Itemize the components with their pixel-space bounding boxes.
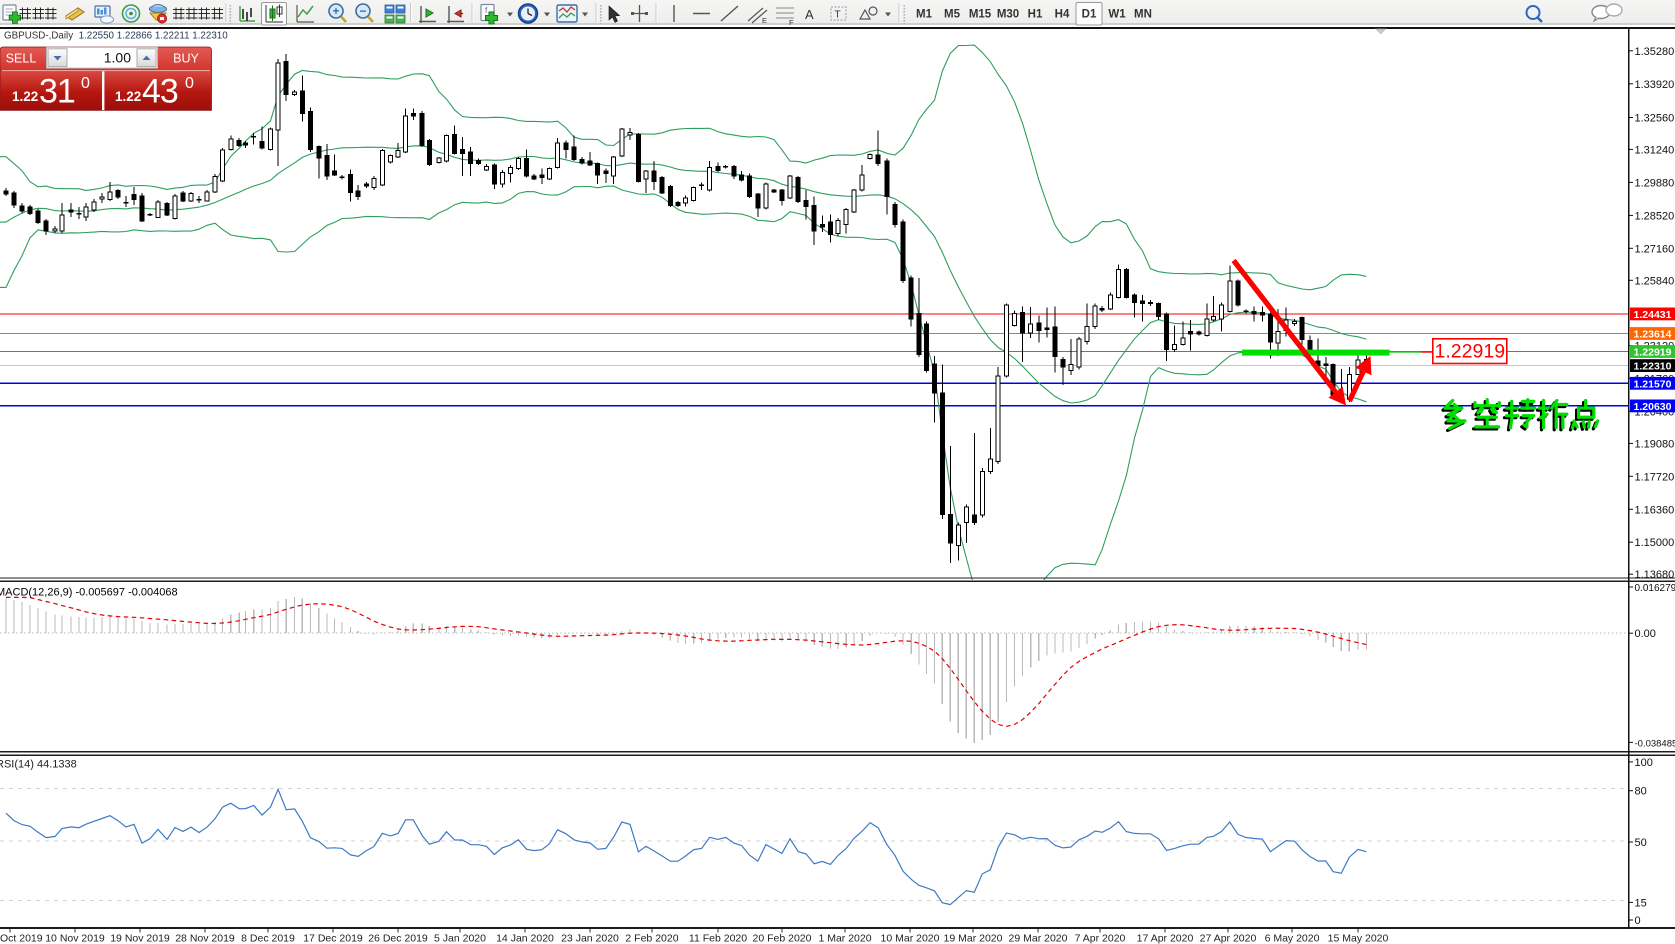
svg-text:17 Dec 2019: 17 Dec 2019 [303, 933, 363, 944]
svg-text:1.22: 1.22 [12, 89, 38, 104]
svg-text:SELL: SELL [6, 52, 37, 66]
svg-text:1.00: 1.00 [104, 50, 131, 66]
svg-text:31: 31 [39, 73, 75, 111]
svg-text:1.32560: 1.32560 [1635, 113, 1675, 125]
svg-text:1.19080: 1.19080 [1635, 438, 1675, 450]
svg-text:19 Nov 2019: 19 Nov 2019 [110, 933, 170, 944]
svg-text:50: 50 [1635, 837, 1647, 849]
svg-text:1.33920: 1.33920 [1635, 79, 1675, 91]
svg-text:H4: H4 [1055, 9, 1070, 21]
svg-text:RSI(14) 44.1338: RSI(14) 44.1338 [0, 759, 77, 771]
svg-text:−: − [359, 4, 366, 18]
svg-text:1.22919: 1.22919 [1435, 341, 1506, 363]
svg-text:1.23614: 1.23614 [1634, 329, 1672, 341]
svg-text:A: A [805, 7, 814, 22]
svg-text:-0.038485: -0.038485 [1635, 738, 1675, 749]
svg-text:0: 0 [1635, 915, 1641, 927]
svg-text:W1: W1 [1108, 9, 1126, 21]
svg-text:15: 15 [1635, 897, 1647, 909]
svg-text:10 Nov 2019: 10 Nov 2019 [45, 933, 105, 944]
svg-text:28 Nov 2019: 28 Nov 2019 [175, 933, 235, 944]
svg-text:E: E [762, 16, 767, 25]
svg-text:1.28520: 1.28520 [1635, 210, 1675, 222]
svg-text:14 Jan 2020: 14 Jan 2020 [496, 933, 554, 944]
svg-text:100: 100 [1635, 757, 1653, 769]
svg-text:8 Dec 2019: 8 Dec 2019 [241, 933, 295, 944]
svg-text:1.22310: 1.22310 [1634, 361, 1672, 373]
svg-text:1.22: 1.22 [115, 89, 141, 104]
svg-text:27 Apr 2020: 27 Apr 2020 [1200, 933, 1257, 944]
svg-text:26 Dec 2019: 26 Dec 2019 [368, 933, 428, 944]
svg-text:15 May 2020: 15 May 2020 [1328, 933, 1389, 944]
svg-text:10 Mar 2020: 10 Mar 2020 [881, 933, 940, 944]
svg-text:19 Mar 2020: 19 Mar 2020 [944, 933, 1003, 944]
svg-text:M30: M30 [997, 9, 1019, 21]
svg-text:1.13680: 1.13680 [1635, 569, 1675, 581]
svg-text:D1: D1 [1082, 9, 1097, 21]
svg-text:f: f [485, 6, 488, 15]
svg-text:1.24431: 1.24431 [1634, 309, 1672, 321]
svg-text:M15: M15 [969, 9, 992, 21]
svg-text:BUY: BUY [173, 52, 199, 66]
svg-text:H1: H1 [1028, 9, 1043, 21]
svg-text:1.21570: 1.21570 [1634, 378, 1672, 390]
svg-text:43: 43 [142, 73, 178, 111]
svg-text:M5: M5 [944, 9, 961, 21]
svg-text:0: 0 [185, 75, 194, 92]
svg-text:11 Feb 2020: 11 Feb 2020 [689, 933, 747, 944]
svg-text:F: F [789, 18, 794, 27]
svg-text:5 Jan 2020: 5 Jan 2020 [434, 933, 486, 944]
svg-text:1.27160: 1.27160 [1635, 243, 1675, 255]
svg-text:6 May 2020: 6 May 2020 [1265, 933, 1320, 944]
svg-text:1.35280: 1.35280 [1635, 46, 1675, 58]
svg-text:0.016279: 0.016279 [1635, 583, 1675, 594]
svg-text:7 Apr 2020: 7 Apr 2020 [1075, 933, 1126, 944]
svg-text:MACD(12,26,9) -0.005697 -0.004: MACD(12,26,9) -0.005697 -0.004068 [0, 587, 178, 599]
svg-text:1.25840: 1.25840 [1635, 275, 1675, 287]
svg-text:1.20630: 1.20630 [1634, 401, 1672, 413]
svg-text:1.31240: 1.31240 [1635, 144, 1675, 156]
svg-text:17 Apr 2020: 17 Apr 2020 [1137, 933, 1194, 944]
svg-text:Oct 2019: Oct 2019 [0, 933, 43, 944]
svg-text:+: + [332, 4, 339, 18]
svg-text:80: 80 [1635, 786, 1647, 798]
svg-text:M1: M1 [916, 9, 933, 21]
svg-text:0.00: 0.00 [1635, 628, 1656, 640]
svg-text:23 Jan 2020: 23 Jan 2020 [561, 933, 619, 944]
svg-text:0: 0 [81, 75, 90, 92]
svg-text:T: T [835, 10, 841, 21]
svg-text:1.22919: 1.22919 [1634, 347, 1672, 359]
svg-text:1 Mar 2020: 1 Mar 2020 [818, 933, 871, 944]
svg-text:1.15000: 1.15000 [1635, 537, 1675, 549]
svg-text:MN: MN [1134, 9, 1152, 21]
svg-text:GBPUSD-,Daily 1.22550 1.22866: GBPUSD-,Daily 1.22550 1.22866 1.22211 1.… [4, 31, 228, 42]
svg-text:29 Mar 2020: 29 Mar 2020 [1009, 933, 1068, 944]
svg-text:1.29880: 1.29880 [1635, 177, 1675, 189]
svg-text:1.16360: 1.16360 [1635, 504, 1675, 516]
svg-text:1.17720: 1.17720 [1635, 471, 1675, 483]
svg-text:20 Feb 2020: 20 Feb 2020 [753, 933, 812, 944]
svg-text:2 Feb 2020: 2 Feb 2020 [625, 933, 678, 944]
